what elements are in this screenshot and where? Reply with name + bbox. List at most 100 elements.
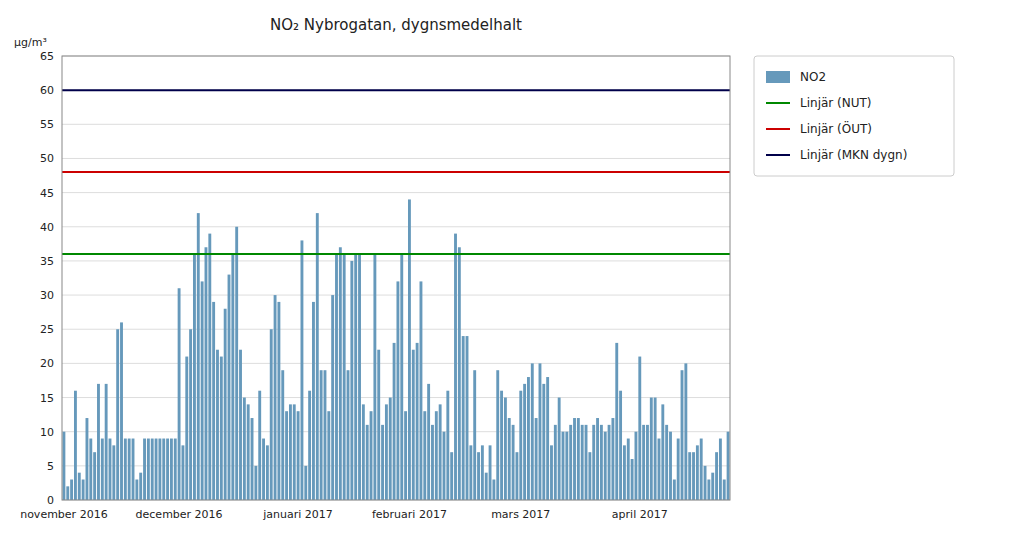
grid-line: [62, 295, 730, 296]
grid-line: [62, 363, 730, 364]
bar: [462, 336, 465, 500]
bar: [139, 473, 142, 500]
bar: [412, 350, 415, 500]
bar: [596, 418, 599, 500]
legend-label: Linjär (NUT): [800, 96, 872, 110]
bar: [308, 391, 311, 500]
legend-frame: [754, 56, 954, 176]
grid-line: [62, 158, 730, 159]
bar: [212, 302, 215, 500]
grid-line: [62, 192, 730, 193]
bar: [615, 343, 618, 500]
grid-line: [62, 226, 730, 227]
bar: [170, 439, 173, 500]
bar: [285, 411, 288, 500]
grid-line: [62, 260, 730, 261]
bar: [324, 370, 327, 500]
bar: [485, 473, 488, 500]
y-tick-label: 60: [40, 84, 54, 97]
bar: [82, 480, 85, 500]
y-tick-label: 50: [40, 152, 54, 165]
grid-line: [62, 124, 730, 125]
bar: [193, 254, 196, 500]
x-tick-label: december 2016: [136, 508, 223, 521]
bar: [558, 398, 561, 500]
bar: [135, 480, 138, 500]
bar: [569, 425, 572, 500]
bar: [719, 439, 722, 500]
bar: [650, 398, 653, 500]
bar: [600, 425, 603, 500]
bar: [224, 309, 227, 500]
bar: [381, 425, 384, 500]
chart: 05101520253035404550556065november 2016d…: [0, 0, 1024, 546]
bar: [293, 404, 296, 500]
bar: [70, 480, 73, 500]
bar: [661, 404, 664, 500]
bar: [297, 411, 300, 500]
bar: [166, 439, 169, 500]
grid-line: [62, 329, 730, 330]
bar: [677, 439, 680, 500]
grid-line: [62, 431, 730, 432]
bar: [216, 350, 219, 500]
bar: [638, 357, 641, 500]
bar: [362, 404, 365, 500]
bar: [66, 486, 69, 500]
bar: [316, 213, 319, 500]
bar: [185, 357, 188, 500]
bar: [101, 439, 104, 500]
bar: [542, 384, 545, 500]
y-tick-label: 10: [40, 426, 54, 439]
y-axis: 05101520253035404550556065: [40, 50, 730, 507]
legend-swatch: [766, 102, 790, 104]
bar: [254, 466, 257, 500]
bar: [335, 254, 338, 500]
grid-line: [62, 397, 730, 398]
bar: [235, 227, 238, 500]
x-tick-label: mars 2017: [491, 508, 550, 521]
bar: [270, 329, 273, 500]
bar: [592, 425, 595, 500]
bar: [700, 439, 703, 500]
bar: [500, 391, 503, 500]
bar: [120, 322, 123, 500]
bar: [669, 432, 672, 500]
y-tick-label: 40: [40, 221, 54, 234]
legend-label: NO2: [800, 70, 826, 84]
bar: [158, 439, 161, 500]
bar: [469, 445, 472, 500]
bar: [301, 240, 304, 500]
bar: [404, 411, 407, 500]
bar: [654, 398, 657, 500]
y-axis-label: μg/m³: [14, 36, 47, 49]
bar: [707, 480, 710, 500]
bar: [489, 445, 492, 500]
bar: [377, 350, 380, 500]
bar: [727, 432, 730, 500]
bar: [481, 445, 484, 500]
grid-line: [62, 465, 730, 466]
bar: [400, 254, 403, 500]
bar: [274, 295, 277, 500]
y-tick-label: 20: [40, 357, 54, 370]
bar: [178, 288, 181, 500]
bar: [343, 254, 346, 500]
bar: [496, 370, 499, 500]
bar: [573, 418, 576, 500]
bar: [427, 384, 430, 500]
bar: [347, 370, 350, 500]
bar: [665, 425, 668, 500]
bar: [220, 357, 223, 500]
bar: [531, 363, 534, 500]
grid-line: [62, 90, 730, 91]
bar: [477, 452, 480, 500]
bar: [251, 418, 254, 500]
bar: [105, 384, 108, 500]
bar: [197, 213, 200, 500]
plot-frame: [62, 56, 730, 500]
bar: [443, 432, 446, 500]
bar: [201, 281, 204, 500]
bar: [711, 473, 714, 500]
y-tick-label: 15: [40, 392, 54, 405]
